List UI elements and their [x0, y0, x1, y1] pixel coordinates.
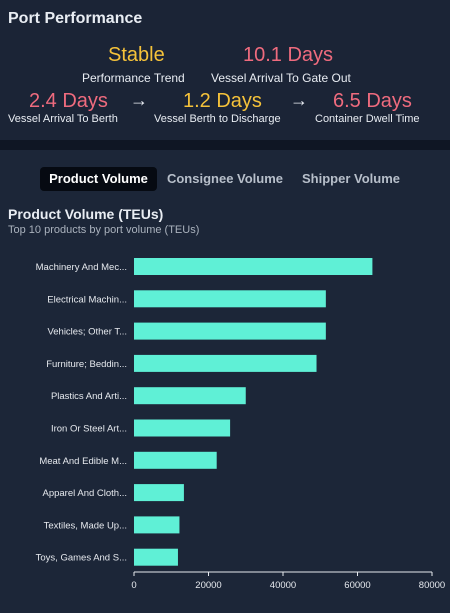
bar[interactable]: [134, 258, 373, 275]
category-label: Furniture; Beddin...: [46, 359, 127, 370]
performance-panel: [0, 0, 450, 140]
product-volume-chart: Machinery And Mec... Electrical Machin...…: [36, 258, 445, 591]
arrow-icon: →: [290, 90, 308, 110]
section-divider: [0, 140, 450, 150]
x-tick-label: 0: [131, 580, 136, 591]
tab-product-volume[interactable]: Product Volume: [40, 167, 157, 191]
arrival-to-berth-label: Vessel Arrival To Berth: [8, 113, 118, 125]
x-tick-label: 60000: [344, 580, 370, 591]
x-tick-label: 20000: [195, 580, 221, 591]
category-label: Iron Or Steel Art...: [51, 424, 127, 435]
bar[interactable]: [134, 451, 217, 469]
category-label: Electrical Machin...: [47, 294, 127, 305]
volume-panel: [0, 150, 450, 613]
arrival-to-berth-value: 2.4 Days: [29, 90, 108, 112]
berth-to-discharge-label: Vessel Berth to Discharge: [154, 113, 281, 125]
gate-out-label: Vessel Arrival To Gate Out: [211, 71, 351, 85]
arrow-icon: →: [130, 90, 148, 110]
x-tick-label: 40000: [270, 580, 296, 591]
bar[interactable]: [134, 516, 180, 534]
category-label: Textiles, Made Up...: [44, 520, 127, 531]
category-label: Vehicles; Other T...: [47, 327, 127, 338]
trend-value: Stable: [108, 44, 165, 66]
bar[interactable]: [134, 290, 326, 308]
bar[interactable]: [134, 387, 246, 405]
category-label: Plastics And Arti...: [51, 391, 127, 402]
bar[interactable]: [134, 354, 317, 372]
tab-consignee-volume[interactable]: Consignee Volume: [166, 171, 284, 186]
bar[interactable]: [134, 484, 184, 502]
chart-subtitle: Top 10 products by port volume (TEUs): [8, 224, 200, 236]
chart-title: Product Volume (TEUs): [8, 206, 164, 222]
page-title: Port Performance: [8, 10, 143, 27]
category-label: Apparel And Cloth...: [43, 488, 128, 499]
category-label: Toys, Games And S...: [36, 553, 127, 564]
dwell-time-value: 6.5 Days: [333, 90, 412, 112]
x-tick-label: 80000: [419, 580, 445, 591]
category-label: Machinery And Mec...: [36, 262, 127, 273]
bar[interactable]: [134, 548, 178, 566]
tab-shipper-volume[interactable]: Shipper Volume: [302, 171, 400, 186]
category-label: Meat And Edible M...: [39, 456, 127, 467]
bar[interactable]: [134, 419, 231, 437]
bar[interactable]: [134, 322, 326, 340]
gate-out-value: 10.1 Days: [243, 44, 334, 66]
dwell-time-label: Container Dwell Time: [315, 113, 420, 125]
berth-to-discharge-value: 1.2 Days: [183, 90, 262, 112]
trend-label: Performance Trend: [82, 71, 185, 85]
